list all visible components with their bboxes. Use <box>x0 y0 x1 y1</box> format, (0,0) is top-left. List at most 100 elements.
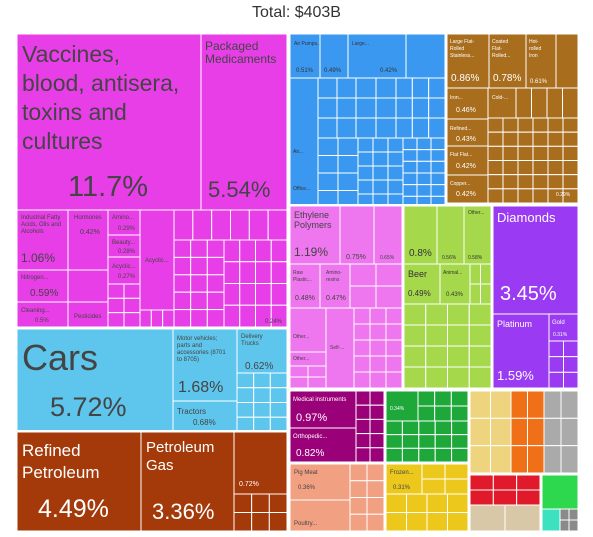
treemap-small-cell[interactable] <box>451 420 469 436</box>
treemap-small-cell[interactable] <box>349 480 368 498</box>
treemap-small-cell[interactable] <box>233 493 253 513</box>
treemap-small-cell[interactable] <box>251 493 270 513</box>
treemap-small-cell[interactable] <box>395 117 413 139</box>
tile-copper[interactable] <box>446 174 489 204</box>
treemap-small-cell[interactable] <box>317 97 338 119</box>
treemap-small-cell[interactable] <box>548 340 564 358</box>
treemap-small-cell[interactable] <box>527 417 545 447</box>
treemap-small-cell[interactable] <box>469 504 506 532</box>
treemap-small-cell[interactable] <box>402 184 418 197</box>
tile-amino[interactable] <box>107 209 141 236</box>
treemap-small-cell[interactable] <box>532 174 549 190</box>
treemap-small-cell[interactable] <box>411 117 430 139</box>
treemap-small-cell[interactable] <box>547 131 564 147</box>
treemap-small-cell[interactable] <box>375 97 397 119</box>
treemap-small-cell[interactable] <box>269 402 288 418</box>
treemap-small-cell[interactable] <box>337 172 359 191</box>
treemap-small-cell[interactable] <box>369 390 385 406</box>
treemap-small-cell[interactable] <box>517 117 534 133</box>
treemap-small-cell[interactable] <box>395 77 413 99</box>
treemap-small-cell[interactable] <box>490 417 512 447</box>
treemap-small-cell[interactable] <box>355 97 377 119</box>
treemap-small-cell[interactable] <box>162 309 175 328</box>
treemap-small-cell[interactable] <box>206 274 225 293</box>
treemap-small-cell[interactable] <box>403 345 427 368</box>
treemap-small-cell[interactable] <box>268 493 288 513</box>
treemap-cell[interactable] <box>339 205 375 265</box>
treemap-small-cell[interactable] <box>353 323 371 341</box>
treemap-small-cell[interactable] <box>372 165 389 181</box>
treemap-small-cell[interactable] <box>317 172 339 191</box>
treemap-small-cell[interactable] <box>502 145 519 161</box>
treemap-small-cell[interactable] <box>307 376 327 389</box>
treemap-small-cell[interactable] <box>547 117 564 133</box>
treemap-small-cell[interactable] <box>487 188 504 204</box>
treemap-small-cell[interactable] <box>430 184 446 197</box>
treemap-small-cell[interactable] <box>192 209 213 241</box>
tile-tractors[interactable] <box>172 400 238 433</box>
treemap-small-cell[interactable] <box>223 304 241 328</box>
treemap-small-cell[interactable] <box>563 356 579 373</box>
treemap-small-cell[interactable] <box>468 345 492 368</box>
treemap-small-cell[interactable] <box>190 291 208 311</box>
tile-fatty-acids[interactable] <box>16 209 69 271</box>
treemap-small-cell[interactable] <box>317 155 339 174</box>
treemap-small-cell[interactable] <box>562 188 579 204</box>
treemap-small-cell[interactable] <box>369 355 387 373</box>
treemap-small-cell[interactable] <box>269 372 288 389</box>
treemap-small-cell[interactable] <box>385 371 403 389</box>
treemap-small-cell[interactable] <box>139 309 152 328</box>
treemap-small-cell[interactable] <box>532 117 549 133</box>
treemap-small-cell[interactable] <box>563 340 579 358</box>
treemap-small-cell[interactable] <box>541 508 561 532</box>
treemap-small-cell[interactable] <box>366 513 385 532</box>
treemap-small-cell[interactable] <box>223 283 241 306</box>
treemap-small-cell[interactable] <box>206 309 225 328</box>
treemap-small-cell[interactable] <box>517 188 534 204</box>
tile-animal-veg[interactable] <box>439 263 471 305</box>
treemap-small-cell[interactable] <box>190 239 208 258</box>
treemap-small-cell[interactable] <box>560 417 579 447</box>
treemap-small-cell[interactable] <box>434 405 452 422</box>
treemap-small-cell[interactable] <box>447 493 469 513</box>
treemap-small-cell[interactable] <box>447 366 470 389</box>
treemap-small-cell[interactable] <box>253 402 271 418</box>
treemap-small-cell[interactable] <box>233 512 253 532</box>
treemap-small-cell[interactable] <box>269 416 288 433</box>
treemap-small-cell[interactable] <box>366 497 385 515</box>
treemap-small-cell[interactable] <box>402 160 418 174</box>
treemap-small-cell[interactable] <box>402 172 418 186</box>
treemap-small-cell[interactable] <box>547 145 564 161</box>
treemap-small-cell[interactable] <box>395 97 413 119</box>
treemap-small-cell[interactable] <box>357 165 374 181</box>
treemap-small-cell[interactable] <box>532 160 549 176</box>
treemap-small-cell[interactable] <box>385 355 403 373</box>
tile-large-flat-rolled[interactable] <box>446 33 490 89</box>
treemap-small-cell[interactable] <box>468 366 492 389</box>
treemap-small-cell[interactable] <box>517 145 534 161</box>
treemap-small-cell[interactable] <box>190 274 208 293</box>
tile-iron[interactable] <box>446 87 489 120</box>
treemap-small-cell[interactable] <box>289 376 309 389</box>
treemap-small-cell[interactable] <box>336 77 357 99</box>
treemap-small-cell[interactable] <box>469 489 494 506</box>
treemap-small-cell[interactable] <box>447 512 469 532</box>
treemap-small-cell[interactable] <box>267 209 288 241</box>
treemap-small-cell[interactable] <box>349 497 368 515</box>
treemap-small-cell[interactable] <box>255 283 272 306</box>
treemap-small-cell[interactable] <box>560 445 579 474</box>
treemap-small-cell[interactable] <box>403 366 427 389</box>
treemap-small-cell[interactable] <box>532 145 549 161</box>
treemap-small-cell[interactable] <box>480 263 492 285</box>
treemap-small-cell[interactable] <box>411 97 430 119</box>
treemap-small-cell[interactable] <box>487 131 504 147</box>
treemap-small-cell[interactable] <box>527 390 545 419</box>
treemap-small-cell[interactable] <box>546 87 563 119</box>
treemap-small-cell[interactable] <box>355 447 371 463</box>
treemap-small-cell[interactable] <box>270 283 288 306</box>
treemap-small-cell[interactable] <box>411 77 430 99</box>
treemap-small-cell[interactable] <box>560 390 579 419</box>
treemap-small-cell[interactable] <box>107 312 125 328</box>
treemap-small-cell[interactable] <box>206 256 225 276</box>
treemap-small-cell[interactable] <box>372 137 389 153</box>
